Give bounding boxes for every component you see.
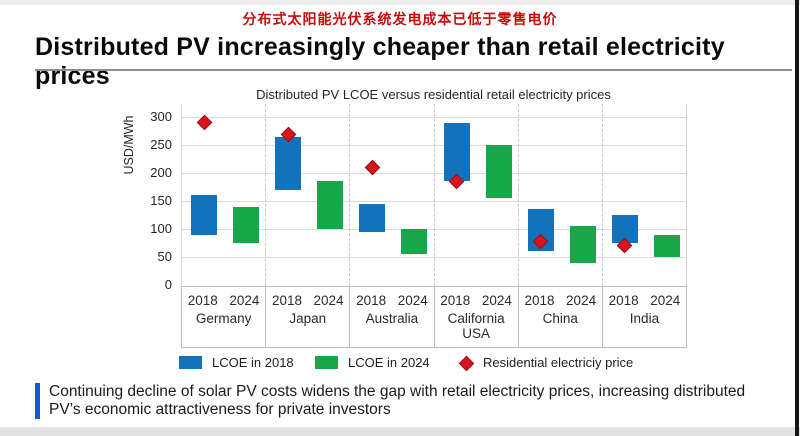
bar-lcoe-in-2024-california-usa	[485, 145, 512, 199]
year-label: 2024	[566, 293, 597, 308]
bar-lcoe-in-2018-japan	[275, 136, 302, 190]
legend-item-lcoe-2018: LCOE in 2018	[179, 355, 294, 370]
bar-lcoe-in-2018-germany	[191, 195, 217, 235]
legend-label: LCOE in 2024	[348, 355, 430, 370]
legend-label: LCOE in 2018	[212, 355, 294, 370]
page-title: Distributed PV increasingly cheaper than…	[35, 33, 725, 90]
group-separator-1	[265, 104, 267, 286]
category-cell-germany: 2018 2024 Germany	[181, 287, 265, 347]
year-label: 2024	[397, 293, 428, 308]
bar-lcoe-in-2018-california-usa	[443, 122, 470, 182]
year-label: 2024	[650, 293, 681, 308]
country-label: Japan	[289, 311, 327, 326]
legend-item-retail-price: Residential electriciy price	[458, 355, 634, 372]
group-separator-6	[686, 104, 687, 286]
chart-legend: LCOE in 2018 LCOE in 2024 Residential el…	[0, 355, 800, 377]
takeaway-text: Continuing decline of solar PV costs wid…	[49, 383, 746, 418]
legend-label: Residential electriciy price	[483, 355, 634, 370]
bar-lcoe-in-2024-germany	[233, 206, 259, 243]
bar-lcoe-in-2024-australia	[401, 229, 428, 255]
category-cell-china: 2018 2024 China	[517, 287, 602, 347]
country-label: Germany	[195, 311, 252, 326]
bar-lcoe-in-2024-japan	[317, 181, 344, 229]
y-tick-100: 100	[150, 221, 172, 236]
right-edge-strip	[795, 0, 799, 436]
category-cell-japan: 2018 2024 Japan	[265, 287, 349, 347]
group-separator-0	[181, 104, 182, 286]
chart-title: Distributed PV LCOE versus residential r…	[256, 87, 611, 102]
year-label: 2018	[608, 293, 639, 308]
category-cell-india: 2018 2024 India	[601, 287, 686, 347]
group-separator-5	[601, 104, 603, 286]
lcoe-2018-swatch	[179, 356, 202, 369]
top-edge-strip	[0, 0, 800, 5]
country-label: California USA	[447, 311, 505, 341]
lcoe-2024-swatch	[315, 356, 338, 369]
bar-lcoe-in-2018-australia	[359, 203, 386, 232]
year-label: 2018	[440, 293, 471, 308]
country-label: China	[542, 311, 578, 326]
y-tick-0: 0	[164, 277, 172, 292]
year-label: 2018	[271, 293, 302, 308]
title-underline	[35, 69, 792, 71]
y-tick-250: 250	[150, 137, 172, 152]
chinese-title: 分布式太阳能光伏系统发电成本已低于零售电价	[242, 11, 558, 27]
group-separator-4	[517, 104, 519, 286]
year-label: 2024	[229, 293, 260, 308]
legend-item-lcoe-2024: LCOE in 2024	[315, 355, 430, 370]
group-separator-2	[349, 104, 351, 286]
year-label: 2018	[356, 293, 387, 308]
y-tick-150: 150	[150, 193, 172, 208]
bar-lcoe-in-2024-india	[653, 234, 680, 257]
takeaway-callout: Continuing decline of solar PV costs wid…	[35, 383, 755, 419]
country-label: India	[629, 311, 660, 326]
year-label: 2024	[313, 293, 344, 308]
category-cell-california-usa: 2018 2024 California USA	[433, 287, 518, 347]
category-cell-australia: 2018 2024 Australia	[349, 287, 433, 347]
y-tick-300: 300	[150, 109, 172, 124]
x-axis-category-table: 2018 2024 Germany 2018 2024 Japan 2018 2024 Aust…	[181, 286, 687, 348]
year-label: 2018	[187, 293, 218, 308]
takeaway-accent-bar	[35, 383, 40, 419]
group-separator-3	[433, 104, 435, 286]
country-label: Australia	[365, 311, 419, 326]
y-tick-200: 200	[150, 165, 172, 180]
bar-lcoe-in-2024-china	[569, 226, 596, 263]
retail-price-diamond-icon	[458, 355, 475, 372]
y-tick-50: 50	[157, 249, 172, 264]
year-label: 2018	[524, 293, 555, 308]
bottom-edge-strip	[0, 427, 800, 436]
year-label: 2024	[481, 293, 512, 308]
